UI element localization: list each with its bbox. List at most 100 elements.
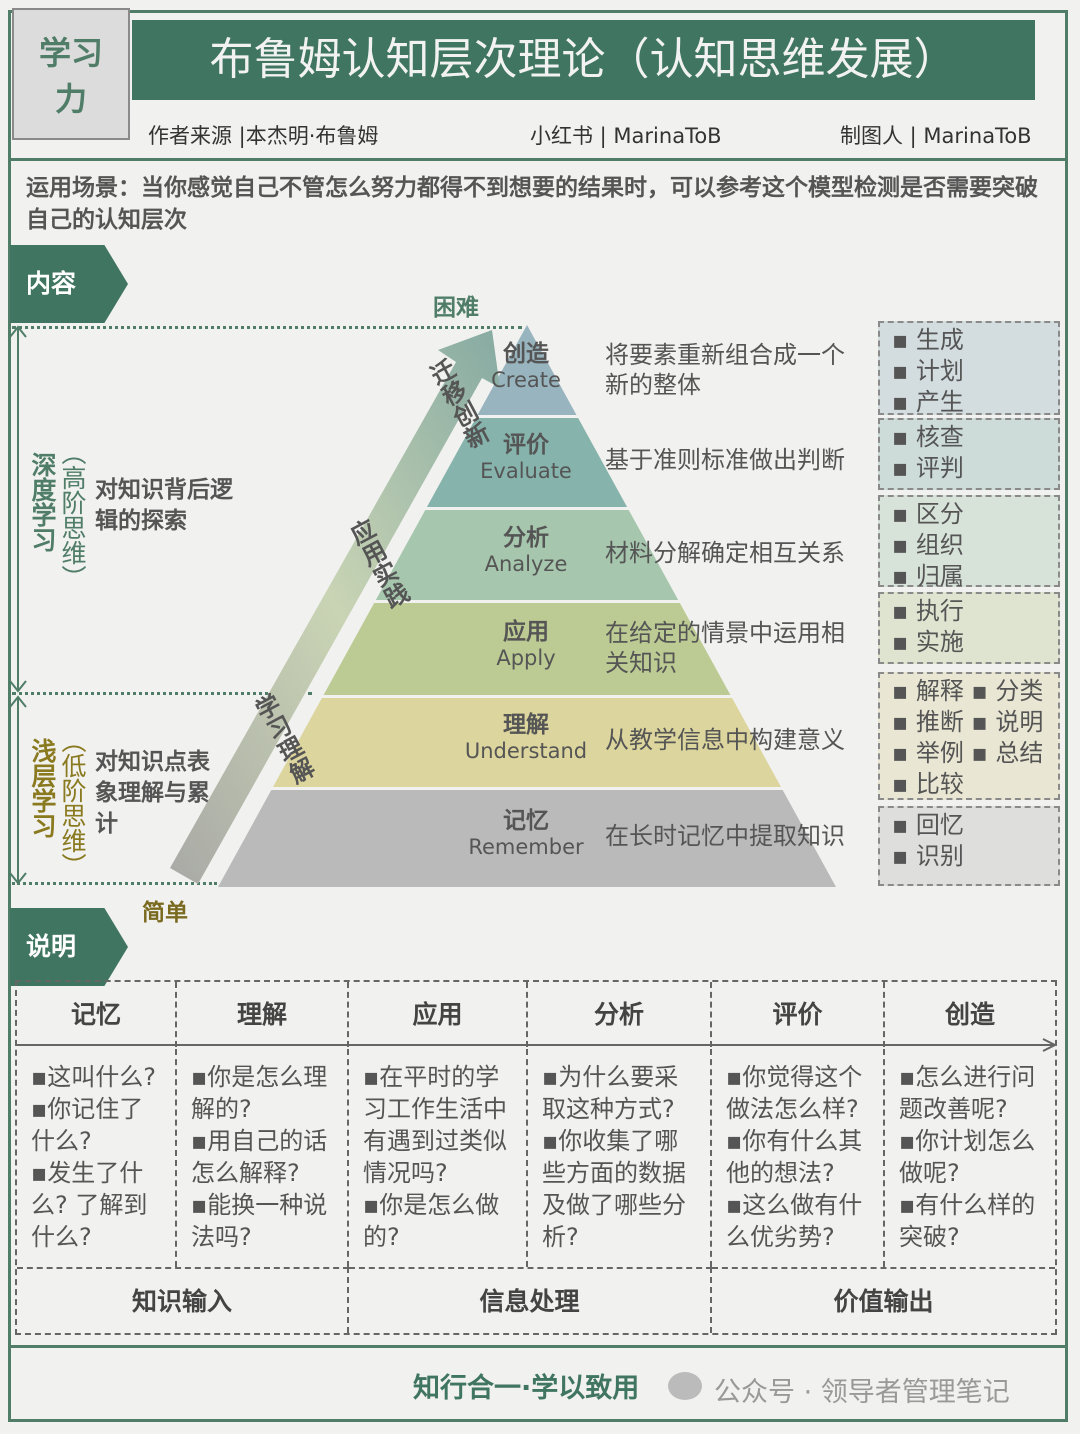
footer-divider <box>10 1345 1066 1348</box>
level-desc: 在长时记忆中提取知识 <box>605 822 845 850</box>
level-desc: 基于准则标准做出判断 <box>605 446 845 474</box>
deep-desc: 对知识背后逻辑的探索 <box>95 477 233 534</box>
pyramid-layer-create <box>477 325 577 415</box>
explanation-table: 记忆 ▪这叫什么? ▪你记住了什么? ▪发生了什么? 了解到什么? 理解 ▪你是怎么理… <box>15 980 1057 1335</box>
keyword: ▪ 实施 <box>892 628 964 656</box>
level-en: Evaluate <box>480 459 572 483</box>
level-cn: 理解 <box>503 712 549 738</box>
level-desc: 材料分解确定相互关系 <box>605 538 845 567</box>
level-en: Analyze <box>484 551 568 576</box>
wechat-icon <box>668 1372 702 1400</box>
keyword: ▪ 区分 <box>892 500 964 528</box>
question: ▪这么做有什么优劣势? <box>726 1191 863 1251</box>
bottom-guide <box>12 882 217 885</box>
table-header: 应用 <box>349 982 528 1047</box>
level-label: 记忆 Remember <box>436 801 616 859</box>
pyramid-layer-understand <box>272 698 782 787</box>
difficulty-hard: 困难 <box>433 295 479 321</box>
table-cell: ▪你觉得这个做法怎么样? ▪你有什么其他的想法? ▪这么做有什么优劣势? <box>712 1049 885 1267</box>
table-group: 信息处理 <box>349 1267 712 1333</box>
table-cell: ▪为什么要采取这种方式? ▪你收集了哪些方面的数据及做了哪些分析? <box>528 1049 712 1267</box>
question: ▪你计划怎么做呢? <box>899 1127 1036 1187</box>
keyword: ▪ 解释 ▪ 分类 <box>892 677 1044 705</box>
keyword: ▪ 举例 ▪ 总结 <box>892 739 1044 767</box>
xhs-credit: 小红书 | MarinaToB <box>530 124 722 148</box>
question: ▪发生了什么? 了解到什么? <box>31 1159 148 1251</box>
keyword-box: ▪ 区分 ▪ 组织 ▪ 归属 <box>878 495 1060 590</box>
level-cn: 评价 <box>503 432 549 458</box>
level-cn: 分析 <box>503 524 549 551</box>
table-header: 分析 <box>528 982 712 1047</box>
keyword: ▪ 执行 <box>892 597 964 625</box>
table-arrow <box>15 1038 1058 1052</box>
question: ▪为什么要采取这种方式? <box>542 1063 679 1123</box>
table-group: 价值输出 <box>712 1267 1055 1333</box>
keyword: ▪ 回忆 <box>892 811 964 839</box>
pyramid-layer-remember <box>218 790 836 887</box>
section-explain-badge: 说明 <box>10 908 128 986</box>
maker-credit: 制图人 | MarinaToB <box>840 124 1032 148</box>
question: ▪你记住了什么? <box>31 1095 144 1155</box>
keyword: ▪ 归属 <box>892 562 964 590</box>
keyword: ▪ 产生 <box>892 388 964 416</box>
table-cell: ▪在平时的学习工作生活中有遇到过类似情况吗? ▪你是怎么做的? <box>349 1049 528 1267</box>
level-desc: 从教学信息中构建意义 <box>605 726 845 754</box>
section-content-badge: 内容 <box>10 245 128 323</box>
question: ▪用自己的话怎么解释? <box>191 1127 328 1187</box>
pyramid <box>170 325 836 887</box>
keyword: ▪ 核查 <box>892 423 964 451</box>
keyword-box: ▪ 生成 ▪ 计划 ▪ 产生 <box>878 321 1060 416</box>
question: ▪你是怎么理解的? <box>191 1063 328 1123</box>
question: ▪你是怎么做的? <box>363 1191 500 1251</box>
keyword: ▪ 组织 <box>892 531 964 559</box>
table-cell: ▪怎么进行问题改善呢? ▪你计划怎么做呢? ▪有什么样的突破? <box>885 1049 1055 1267</box>
progress-arrow <box>170 330 500 884</box>
keyword-box: ▪ 解释 ▪ 分类 ▪ 推断 ▪ 说明 ▪ 举例 ▪ 总结 ▪ 比较 <box>878 672 1060 800</box>
shallow-learning-label: 浅层学习 <box>28 738 57 838</box>
shallow-desc: 对知识点表象理解与累计 <box>95 749 210 837</box>
pyramid-layer-apply <box>323 603 731 695</box>
keyword: ▪ 识别 <box>892 842 964 870</box>
level-label: 创造 Create <box>436 334 616 392</box>
level-cn: 创造 <box>503 341 549 367</box>
top-guide <box>12 326 522 329</box>
level-en: Remember <box>468 835 584 859</box>
question: ▪怎么进行问题改善呢? <box>899 1063 1036 1123</box>
frame <box>8 10 1068 1422</box>
question: ▪能换一种说法吗? <box>191 1191 328 1251</box>
question: ▪你觉得这个做法怎么样? <box>726 1063 863 1123</box>
level-desc: 在给定的情景中运用相关知识 <box>605 618 845 677</box>
question: ▪你收集了哪些方面的数据及做了哪些分析? <box>542 1127 686 1251</box>
tag-line2: 力 <box>54 80 87 118</box>
keyword-box: ▪ 回忆 ▪ 识别 <box>878 806 1060 886</box>
level-en: Create <box>491 368 561 392</box>
shallow-thinking-label: （低阶思维） <box>58 728 87 878</box>
author-credit: 作者来源 |本杰明·布鲁姆 <box>148 124 379 148</box>
keyword: ▪ 生成 <box>892 326 964 354</box>
deep-thinking-label: （高阶思维） <box>58 440 87 590</box>
tag-learning-power: 学习力 <box>12 8 130 140</box>
keyword-box: ▪ 核查 ▪ 评判 <box>878 418 1060 490</box>
table-header: 创造 <box>944 1000 995 1029</box>
footer-slogan: 知行合一·学以致用 <box>413 1373 640 1404</box>
range-arrows <box>9 325 27 885</box>
question: ▪在平时的学习工作生活中有遇到过类似情况吗? <box>363 1063 507 1187</box>
level-cn: 应用 <box>503 618 549 645</box>
table-header: 理解 <box>177 982 349 1047</box>
keyword: ▪ 计划 <box>892 357 964 385</box>
level-en: Understand <box>464 739 588 763</box>
level-desc: 将要素重新组合成一个新的整体 <box>605 341 845 399</box>
level-cn: 记忆 <box>503 808 549 834</box>
pyramid-layer-analyze <box>375 510 679 600</box>
pyramid-layer-evaluate <box>426 418 628 507</box>
table-header: 记忆 <box>17 982 177 1047</box>
level-label: 评价 Evaluate <box>436 425 616 483</box>
question: ▪你有什么其他的想法? <box>726 1127 863 1187</box>
keyword: ▪ 推断 ▪ 说明 <box>892 708 1044 736</box>
scenario-text: 运用场景：当你感觉自己不管怎么努力都得不到想要的结果时，可以参考这个模型检测是否… <box>26 175 1038 233</box>
level-label: 应用 Apply <box>436 612 616 670</box>
mid-guide <box>12 692 312 695</box>
difficulty-easy: 简单 <box>142 900 188 926</box>
tag-line1: 学习 <box>38 34 103 72</box>
level-label: 理解 Understand <box>436 705 616 763</box>
